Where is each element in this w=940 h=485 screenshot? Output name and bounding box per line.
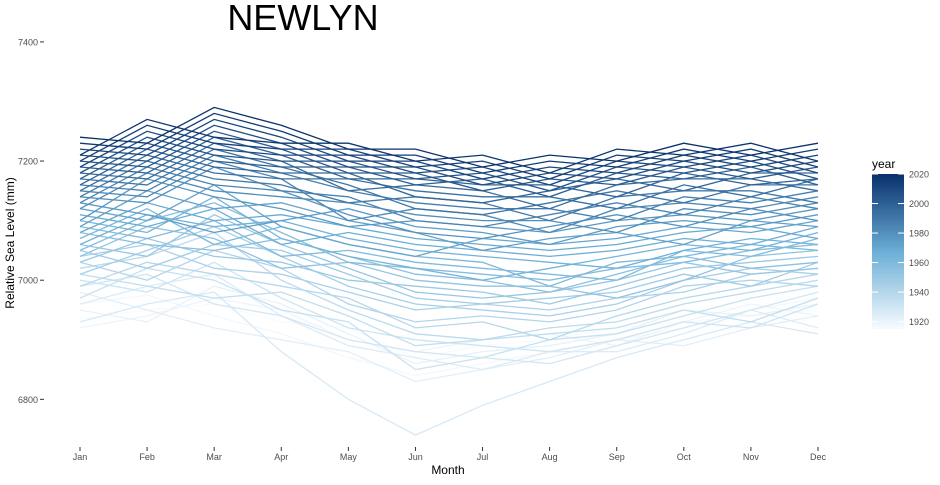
series-line-1933 (79, 267, 819, 371)
legend-tick-label: 1980 (909, 229, 929, 239)
x-tick-label-aug: Aug (542, 452, 558, 462)
series-line-1963 (79, 196, 819, 281)
x-tick-label-nov: Nov (743, 452, 760, 462)
legend-tick-label: 2000 (909, 199, 929, 209)
x-tick-label-sep: Sep (609, 452, 625, 462)
x-tick-label-jul: Jul (477, 452, 489, 462)
series-line-2011 (79, 118, 819, 180)
series-line-1915 (79, 303, 819, 359)
series-line-2019 (79, 106, 819, 168)
series-line-1971 (79, 184, 819, 258)
series-line-1959 (79, 219, 819, 281)
x-tick-label-may: May (340, 452, 358, 462)
series-line-1919 (79, 297, 819, 353)
series-line-1993 (79, 154, 819, 210)
series-line-2015 (79, 112, 819, 174)
legend-tick-label: 1940 (909, 288, 929, 298)
x-tick-label-feb: Feb (139, 452, 155, 462)
series-line-1981 (79, 172, 819, 234)
legend-tick-label: 1960 (909, 258, 929, 268)
series-line-1921 (79, 285, 819, 365)
series-line-1995 (79, 142, 819, 210)
y-axis: 6800 7000 7200 7400 (18, 37, 44, 405)
x-tick-label-dec: Dec (810, 452, 827, 462)
series-line-1953 (79, 225, 819, 299)
series-line-1935 (79, 273, 819, 347)
x-tick-label-apr: Apr (274, 452, 288, 462)
x-tick-label-jun: Jun (408, 452, 423, 462)
legend-title: year (872, 157, 895, 171)
series-line-1945 (79, 225, 819, 317)
x-axis: Jan Feb Mar Apr May Jun Jul Aug Sep Oct Nov Dec (73, 447, 827, 462)
legend-colorbar (872, 174, 904, 329)
series-line-1987 (79, 154, 819, 222)
x-tick-label-mar: Mar (206, 452, 222, 462)
legend-tick-label: 1920 (909, 317, 929, 327)
y-tick-label: 7400 (18, 37, 38, 47)
series-line-1949 (79, 237, 819, 305)
series-line-1965 (79, 214, 819, 269)
series-line-1923 (79, 291, 819, 383)
series-line-1997 (79, 148, 818, 204)
series-line-2003 (79, 130, 819, 192)
series-line-1985 (79, 166, 819, 228)
x-tick-label-jan: Jan (73, 452, 88, 462)
series-line-1991 (79, 148, 818, 216)
y-tick-label: 7000 (18, 276, 38, 286)
x-tick-label-oct: Oct (677, 452, 692, 462)
series-line-1939 (79, 261, 819, 341)
series-layer (79, 106, 819, 436)
series-line-1927 (79, 291, 819, 436)
legend-tick-label: 2020 (909, 170, 929, 180)
series-line-1973 (79, 190, 819, 252)
series-line-1951 (79, 213, 819, 299)
y-tick-label: 7200 (18, 157, 38, 167)
x-axis-label: Month (431, 463, 464, 477)
legend-ticks: 1920 1940 1960 1980 2000 2020 (872, 170, 929, 327)
series-line-2007 (79, 124, 819, 186)
series-line-1955 (79, 231, 819, 293)
series-line-1941 (79, 249, 819, 323)
y-axis-label: Relative Sea Level (mm) (3, 177, 17, 308)
chart-title: NEWLYN (227, 0, 378, 38)
legend: year 1920 1940 1960 1980 2000 2020 (872, 157, 929, 329)
series-line-1961 (79, 207, 819, 287)
series-line-1929 (79, 273, 819, 365)
series-line-1979 (79, 166, 819, 240)
series-line-1975 (79, 202, 819, 246)
y-tick-label: 6800 (18, 395, 38, 405)
